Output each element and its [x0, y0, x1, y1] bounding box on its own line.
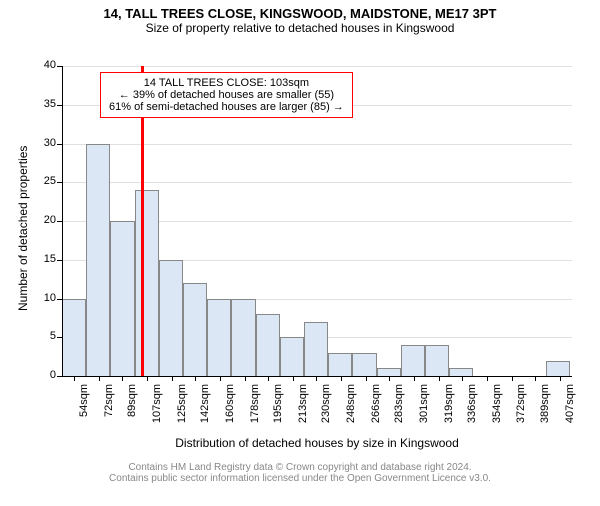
x-tick-label: 266sqm: [370, 384, 382, 423]
x-tick-label: 195sqm: [272, 384, 284, 423]
annotation-line: 14 TALL TREES CLOSE: 103sqm: [109, 77, 344, 89]
histogram-bar: [304, 322, 328, 376]
x-axis-caption: Distribution of detached houses by size …: [62, 436, 572, 450]
histogram-bar: [183, 283, 207, 376]
x-tick-label: 230sqm: [320, 384, 332, 423]
gridline: [62, 66, 572, 67]
histogram-bar: [159, 260, 183, 376]
x-tick-label: 160sqm: [224, 384, 236, 423]
histogram-bar: [401, 345, 425, 376]
histogram-bar: [546, 361, 570, 377]
x-tick-label: 336sqm: [466, 384, 478, 423]
x-tick-label: 354sqm: [491, 384, 503, 423]
histogram-bar: [207, 299, 231, 377]
chart-title: 14, TALL TREES CLOSE, KINGSWOOD, MAIDSTO…: [0, 6, 600, 21]
histogram-bar: [231, 299, 255, 377]
histogram-bar: [328, 353, 352, 376]
x-tick-label: 319sqm: [443, 384, 455, 423]
histogram-bar: [280, 337, 304, 376]
x-tick-label: 283sqm: [393, 384, 405, 423]
x-tick-label: 107sqm: [151, 384, 163, 423]
histogram-bar: [425, 345, 449, 376]
x-tick-label: 125sqm: [176, 384, 188, 423]
histogram-bar: [449, 368, 473, 376]
x-axis: [62, 376, 572, 377]
histogram-bar: [377, 368, 401, 376]
histogram-bar: [86, 144, 110, 377]
x-tick-label: 407sqm: [564, 384, 576, 423]
gridline: [62, 144, 572, 145]
histogram-bar: [135, 190, 159, 376]
gridline: [62, 182, 572, 183]
chart-container: 14, TALL TREES CLOSE, KINGSWOOD, MAIDSTO…: [0, 6, 600, 506]
x-tick-label: 301sqm: [418, 384, 430, 423]
x-tick-label: 72sqm: [103, 384, 115, 417]
x-tick-label: 178sqm: [249, 384, 261, 423]
histogram-bar: [256, 314, 280, 376]
y-axis: [62, 66, 63, 376]
footer: Contains HM Land Registry data © Crown c…: [0, 462, 600, 484]
x-tick-label: 142sqm: [199, 384, 211, 423]
y-tick-label: 15: [28, 253, 56, 265]
footer-line: Contains public sector information licen…: [0, 473, 600, 484]
y-tick-label: 30: [28, 137, 56, 149]
x-tick-label: 213sqm: [297, 384, 309, 423]
y-tick-label: 10: [28, 292, 56, 304]
y-tick-label: 40: [28, 59, 56, 71]
y-tick-label: 25: [28, 175, 56, 187]
x-tick-label: 389sqm: [539, 384, 551, 423]
x-tick-label: 372sqm: [516, 384, 528, 423]
y-axis-label: Number of detached properties: [16, 146, 30, 311]
y-tick-label: 35: [28, 98, 56, 110]
x-tick-label: 248sqm: [345, 384, 357, 423]
histogram-bar: [110, 221, 134, 376]
annotation-line: ← 39% of detached houses are smaller (55…: [109, 89, 344, 101]
footer-line: Contains HM Land Registry data © Crown c…: [0, 462, 600, 473]
histogram-bar: [352, 353, 376, 376]
y-tick-label: 20: [28, 214, 56, 226]
x-tick-label: 89sqm: [127, 384, 139, 417]
y-tick-label: 5: [28, 330, 56, 342]
histogram-bar: [62, 299, 86, 377]
annotation-line: 61% of semi-detached houses are larger (…: [109, 101, 344, 113]
y-tick-label: 0: [28, 369, 56, 381]
x-tick-label: 54sqm: [78, 384, 90, 417]
reference-annotation: 14 TALL TREES CLOSE: 103sqm ← 39% of det…: [100, 72, 353, 118]
chart-subtitle: Size of property relative to detached ho…: [0, 21, 600, 35]
